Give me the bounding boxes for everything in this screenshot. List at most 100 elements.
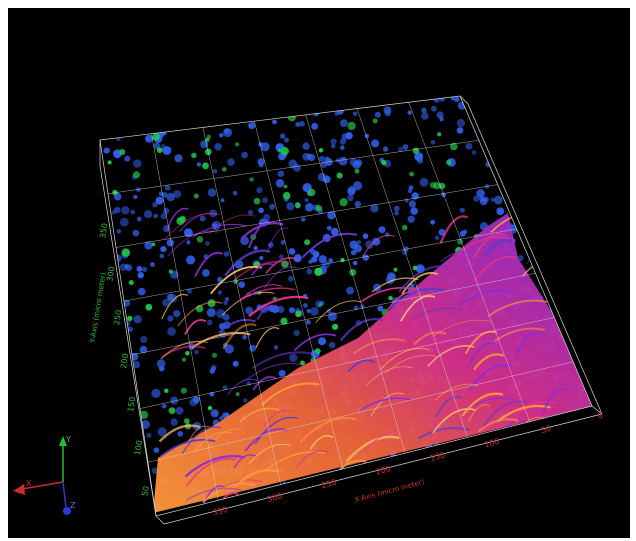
tissue-fiber [380, 348, 430, 370]
tissue-fiber [254, 416, 299, 445]
tissue-fiber [244, 428, 288, 452]
tissue-fiber [262, 409, 293, 428]
triad-x-label: X [26, 479, 32, 488]
nucleus [162, 192, 168, 198]
nucleus [490, 197, 495, 202]
nucleus [393, 205, 400, 212]
tissue-fiber [160, 340, 208, 360]
tissue-fiber [494, 327, 546, 342]
nucleus [362, 233, 369, 239]
nucleus [336, 108, 343, 115]
marker-cell [409, 171, 414, 177]
tissue-fiber [398, 265, 449, 293]
marker-cell [280, 147, 289, 156]
nucleus [124, 155, 131, 162]
marker-cell [318, 303, 322, 307]
tissue-fiber [160, 439, 216, 458]
tissue-fiber [385, 356, 433, 385]
nucleus [457, 101, 466, 110]
tissue-fiber [514, 401, 558, 417]
nucleus [217, 290, 223, 295]
tissue-fiber [539, 222, 581, 244]
orientation-triad[interactable]: X Y Z [13, 435, 76, 515]
tissue-fiber [181, 426, 222, 455]
nucleus [258, 207, 264, 214]
nucleus [187, 288, 193, 294]
volume-data [103, 96, 592, 514]
nucleus [206, 319, 213, 326]
tissue-fiber [384, 354, 437, 374]
tissue-fiber [192, 223, 247, 238]
nucleus [139, 345, 148, 354]
nucleus [430, 219, 436, 225]
marker-cell [253, 197, 261, 205]
nucleus [299, 121, 305, 127]
tissue-fiber [576, 467, 592, 492]
marker-cell [156, 147, 163, 154]
nucleus [211, 220, 221, 231]
nucleus [407, 215, 415, 223]
tissue-fiber [468, 404, 491, 422]
marker-cell [207, 405, 213, 411]
nucleus [232, 190, 238, 196]
grid-line [115, 184, 498, 248]
marker-cell [168, 407, 176, 414]
marker-cell [307, 188, 316, 197]
tissue-fiber [510, 477, 543, 501]
nucleus [471, 150, 477, 155]
nucleus [410, 207, 418, 215]
nucleus [370, 204, 379, 213]
nucleus [421, 107, 427, 114]
tissue-fiber [579, 406, 592, 427]
nucleus [398, 147, 403, 152]
marker-cell [339, 198, 348, 207]
marker-cell [196, 236, 204, 243]
nucleus [306, 319, 311, 325]
marker-cell [315, 204, 323, 212]
nucleus [394, 211, 399, 216]
tissue-fiber [514, 480, 566, 509]
nucleus [272, 119, 277, 125]
marker-cell [412, 147, 420, 154]
nucleus [137, 287, 146, 296]
tissue-fiber [485, 238, 513, 257]
z-direction-line [62, 481, 67, 509]
x-axis-ticks: 350 300 250 200 150 100 50 0 [212, 411, 604, 518]
nucleus [323, 175, 331, 184]
marker-cell [207, 299, 216, 308]
marker-cell [347, 121, 356, 131]
nucleus [478, 196, 485, 202]
tissue-fiber [266, 227, 289, 253]
nucleus [159, 365, 165, 372]
tissue-fiber [435, 395, 463, 418]
marker-cell [128, 280, 134, 286]
nucleus [289, 353, 298, 362]
nucleus [306, 309, 311, 313]
tissue-fiber [239, 407, 280, 423]
tissue-fiber [186, 487, 242, 501]
grid-line [254, 121, 344, 469]
nucleus [153, 447, 160, 454]
3d-render-viewport[interactable]: 50 100 150 200 250 300 350 350 300 250 200 150 100 5… [8, 8, 630, 538]
tissue-fiber [400, 295, 436, 322]
nucleus [162, 298, 171, 307]
nucleus [116, 229, 122, 234]
nucleus [170, 418, 178, 426]
nucleus [372, 237, 381, 246]
marker-cell [191, 152, 197, 159]
y-axis-ticks: 50 100 150 200 250 300 350 [98, 222, 151, 496]
tissue-fiber [255, 327, 280, 349]
marker-cell [235, 392, 240, 397]
grid-lines [107, 102, 574, 501]
nucleus [219, 133, 224, 138]
nucleus [132, 229, 140, 237]
x-tick-label: 250 [320, 478, 337, 491]
nucleus [130, 209, 136, 215]
y-tick-label: 100 [133, 439, 144, 456]
tissue-fiber [238, 468, 278, 485]
nucleus [352, 111, 358, 117]
nucleus [161, 404, 167, 409]
nucleus [142, 266, 148, 272]
marker-cell [295, 310, 302, 318]
